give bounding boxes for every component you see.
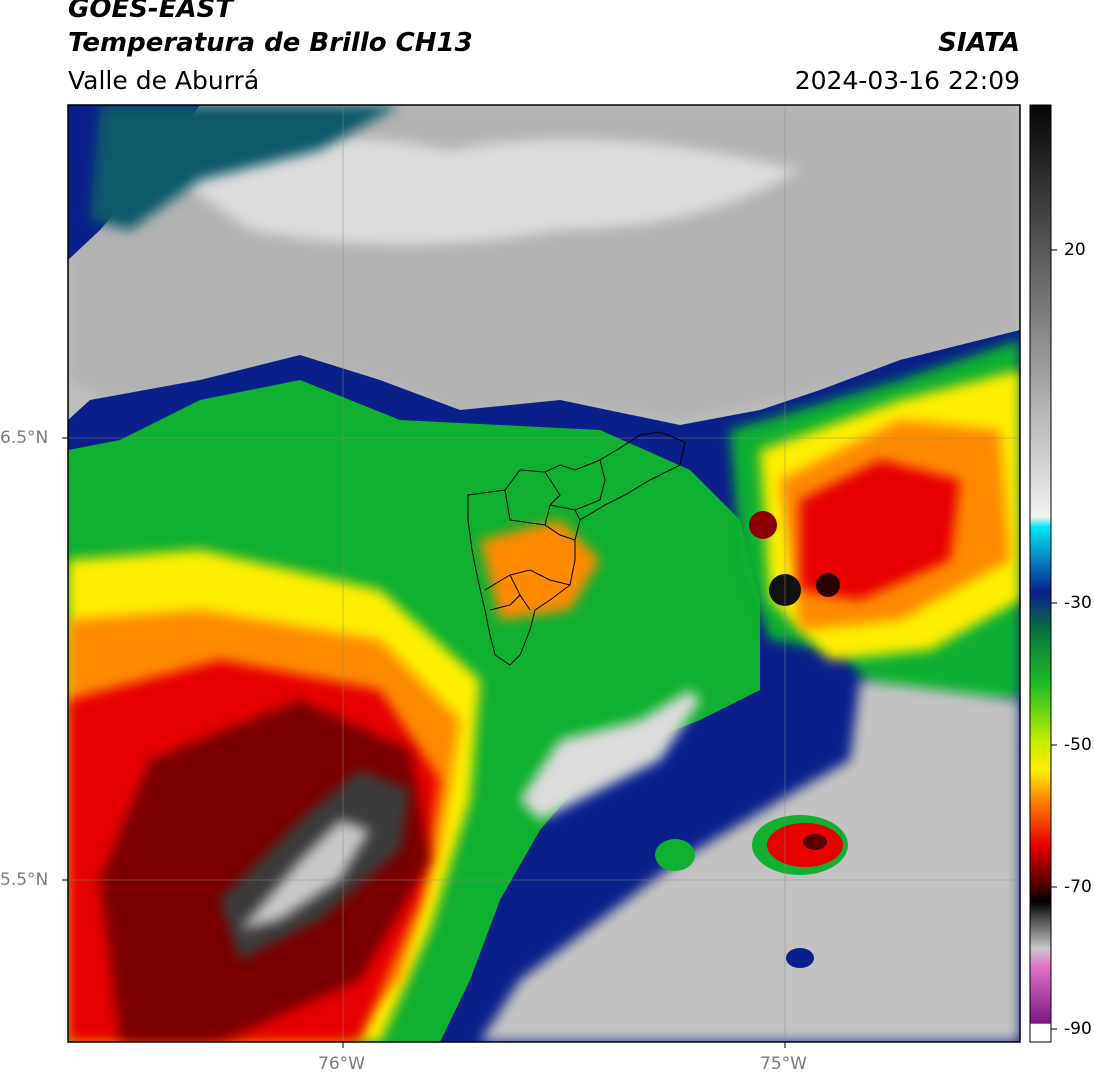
- valle-de-aburra-boundaries: [467, 431, 686, 666]
- product-title: Temperatura de Brillo CH13: [68, 28, 473, 58]
- colorbar-ticks: [1051, 249, 1057, 1030]
- axis-ticks: [62, 437, 786, 1048]
- colorbar: [1029, 104, 1052, 1043]
- lat-label-5-5: 5.5°N: [0, 870, 49, 890]
- timestamp-label: 2024-03-16 22:09: [794, 66, 1020, 95]
- colorbar-tick-20: 20: [1064, 240, 1086, 260]
- map-gridlines: [68, 105, 1020, 1042]
- organization-label: SIATA: [938, 28, 1020, 58]
- colorbar-tick-minus50: -50: [1064, 735, 1092, 755]
- region-label: Valle de Aburrá: [68, 66, 260, 95]
- lat-label-6-5: 6.5°N: [0, 428, 49, 448]
- colorbar-tick-minus30: -30: [1064, 593, 1092, 613]
- lon-label-76w: 76°W: [318, 1054, 365, 1074]
- colorbar-tick-minus90: -90: [1064, 1019, 1092, 1039]
- satellite-title: GOES-EAST: [68, 0, 234, 24]
- brightness-temperature-field: [68, 105, 1020, 1042]
- colorbar-tick-minus70: -70: [1064, 877, 1092, 897]
- lon-label-75w: 75°W: [760, 1054, 807, 1074]
- map-frame: [67, 104, 1021, 1043]
